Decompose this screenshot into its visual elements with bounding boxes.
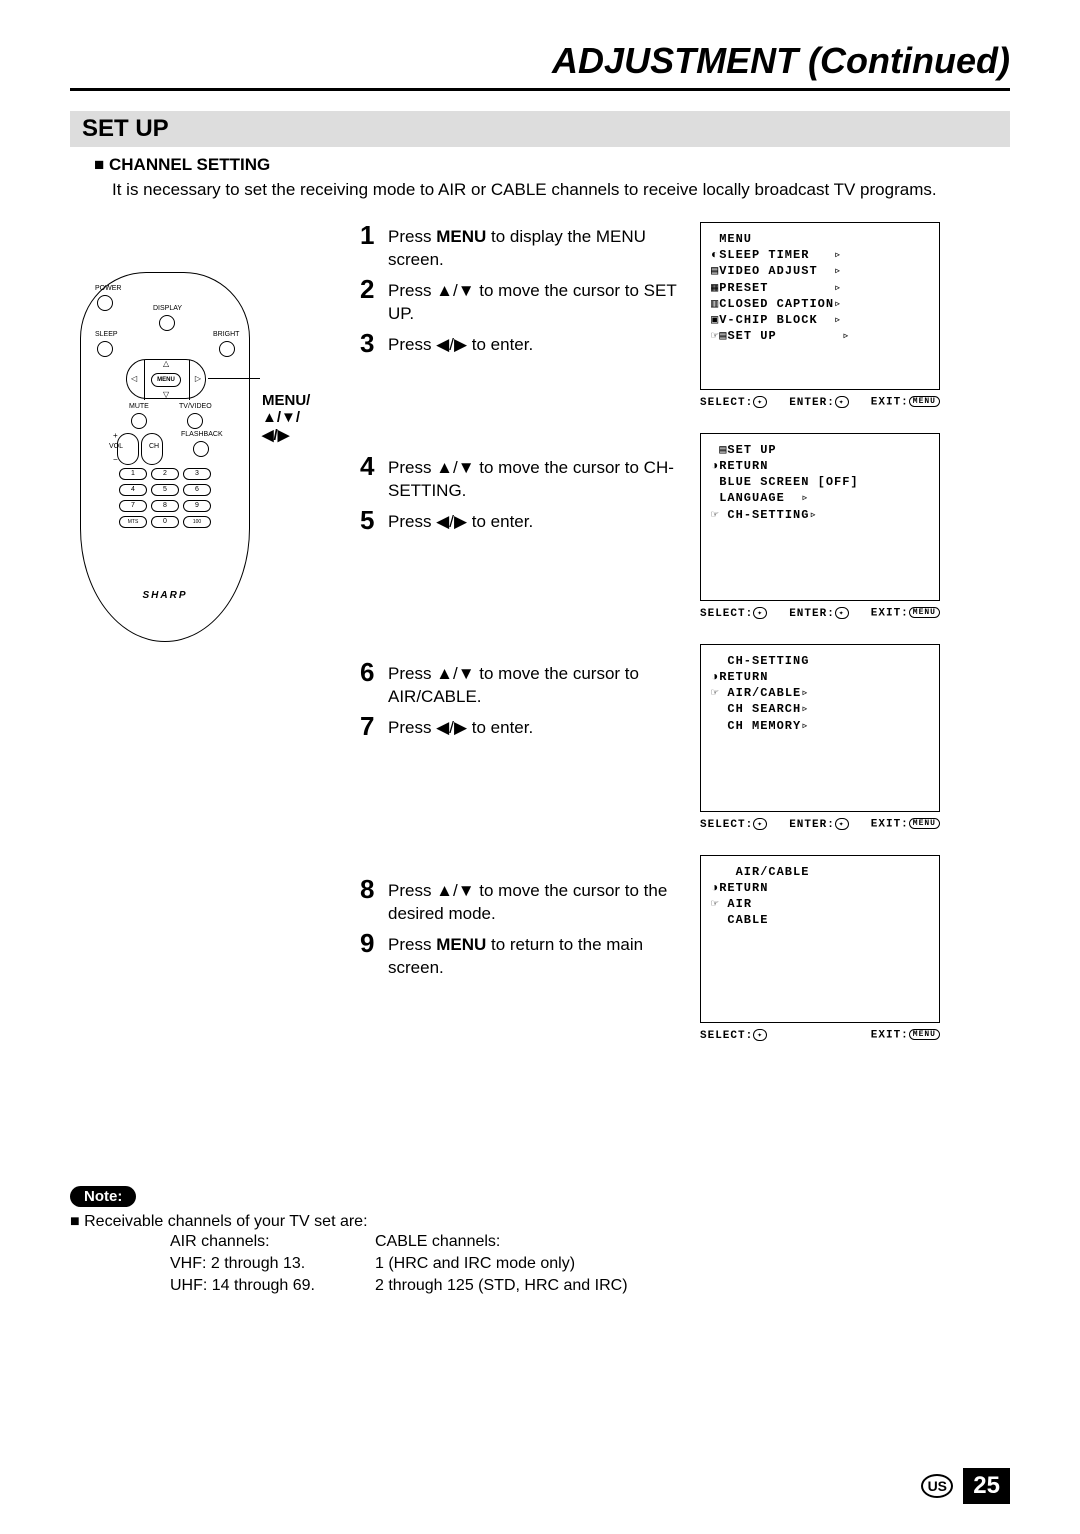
note-label: Note: <box>70 1186 136 1207</box>
label-display: DISPLAY <box>153 305 182 312</box>
footer-enter: ENTER:✦ <box>789 396 848 409</box>
osd-screen-4: AIR/CABLE◑RETURN☞ AIR CABLE SELECT:✦ EXI… <box>700 855 1040 1042</box>
menu-button: MENU <box>151 373 181 387</box>
steps-group-3: 6Press ▲/▼ to move the cursor to AIR/CAB… <box>360 659 690 740</box>
brand-logo: SHARP <box>81 590 249 601</box>
callout-menu-arrows: MENU/ ▲/▼/ ◀/▶ <box>262 392 310 444</box>
steps-group-4: 8Press ▲/▼ to move the cursor to the des… <box>360 876 690 980</box>
remote-illustration: POWER DISPLAY SLEEP BRIGHT MENU △ ▽ ◁ ▷ … <box>80 272 250 642</box>
osd-screen-2: ▤SET UP◑RETURN BLUE SCREEN [OFF] LANGUAG… <box>700 433 1040 620</box>
section-header: SET UP <box>70 111 1010 147</box>
label-mute: MUTE <box>129 403 149 410</box>
region-badge: US <box>921 1474 953 1498</box>
label-sleep: SLEEP <box>95 331 118 338</box>
label-flashback: FLASHBACK <box>181 431 223 438</box>
note-col-cable: CABLE channels:1 (HRC and IRC mode only)… <box>375 1231 628 1298</box>
label-bright: BRIGHT <box>213 331 239 338</box>
steps-group-2: 4Press ▲/▼ to move the cursor to CH-SETT… <box>360 453 690 534</box>
note-col-air: AIR channels:VHF: 2 through 13.UHF: 14 t… <box>170 1231 315 1298</box>
page-title: ADJUSTMENT (Continued) <box>70 40 1010 91</box>
footer-select: SELECT:✦ <box>700 396 767 409</box>
osd-screen-1: MENU◐SLEEP TIMER ▹▤VIDEO ADJUST ▹▦PRESET… <box>700 222 1040 409</box>
footer-exit: EXIT:MENU <box>871 396 940 409</box>
osd-screen-3: CH-SETTING◑RETURN☞ AIR/CABLE▹ CH SEARCH▹… <box>700 644 1040 831</box>
label-tvvideo: TV/VIDEO <box>179 403 212 410</box>
page-number: 25 <box>963 1468 1010 1504</box>
label-power: POWER <box>95 285 121 292</box>
keypad: 123 456 789 MTS0100 <box>119 468 211 528</box>
steps-group-1: 1Press MENU to display the MENU screen.2… <box>360 222 690 357</box>
subheading: CHANNEL SETTING <box>94 155 1010 175</box>
intro-text: It is necessary to set the receiving mod… <box>112 179 1010 202</box>
note-heading: ■ Receivable channels of your TV set are… <box>70 1213 368 1230</box>
